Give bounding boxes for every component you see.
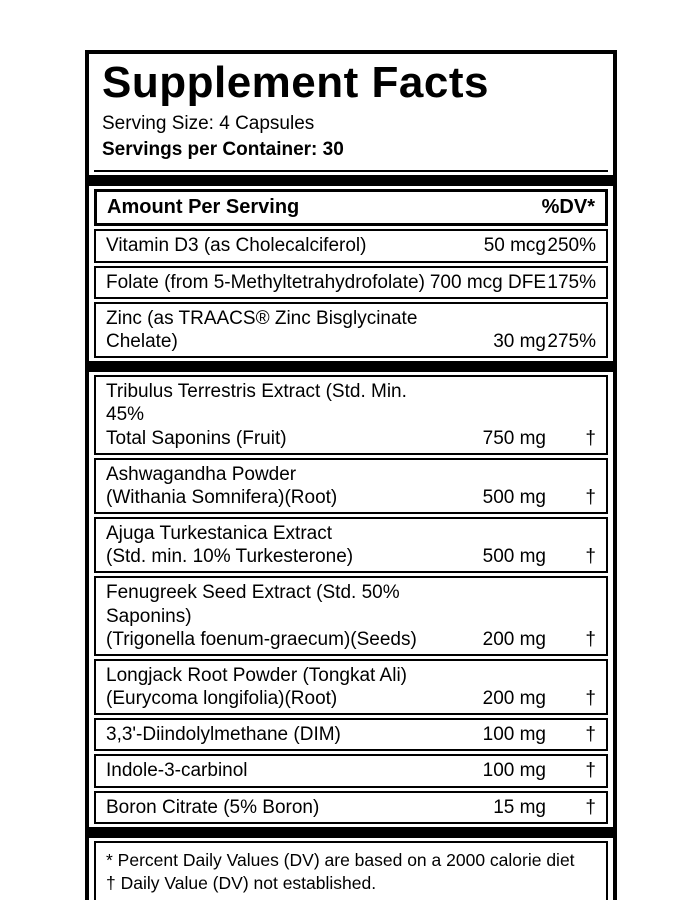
ingredient-name: Folate (from 5-Methyltetrahydrofolate)	[106, 271, 425, 293]
section-divider-bar	[89, 361, 613, 373]
ingredient-name: Tribulus Terrestris Extract (Std. Min. 4…	[106, 381, 407, 449]
footnote-box: * Percent Daily Values (DV) are based on…	[94, 840, 608, 900]
amount-value: 100 mg	[482, 724, 546, 746]
amount-value: 30 mg	[493, 330, 546, 352]
ingredient-row-longjack: Longjack Root Powder (Tongkat Ali) (Eury…	[94, 658, 608, 716]
amount-value: 50 mcg	[483, 235, 546, 257]
ingredient-row-dim: 3,3'-Diindolylmethane (DIM) 100 mg †	[94, 718, 608, 752]
amount-value: 750 mg	[482, 427, 546, 449]
amount-value: 200 mg	[482, 628, 546, 650]
ingredient-name: 3,3'-Diindolylmethane (DIM)	[106, 724, 341, 746]
column-header-row: Amount Per Serving %DV*	[94, 189, 608, 227]
ingredient-name: Ajuga Turkestanica Extract (Std. min. 10…	[106, 523, 354, 568]
dv-column-header: %DV*	[541, 196, 595, 219]
amount-value: 700 mcg DFE	[429, 271, 546, 293]
label-header-section: Supplement Facts Serving Size: 4 Capsule…	[94, 58, 608, 173]
dv-value: †	[585, 796, 596, 818]
ingredient-row-ajuga: Ajuga Turkestanica Extract (Std. min. 10…	[94, 517, 608, 574]
dv-value: †	[585, 688, 596, 710]
amount-value: 100 mg	[482, 760, 546, 782]
dv-value: †	[585, 760, 596, 782]
amount-value: 15 mg	[493, 796, 546, 818]
amount-value: 500 mg	[482, 546, 546, 568]
ingredient-row-tribulus: Tribulus Terrestris Extract (Std. Min. 4…	[94, 375, 608, 455]
dv-value: 250%	[547, 235, 596, 257]
amount-per-serving-header: Amount Per Serving	[107, 196, 300, 219]
ingredient-row-boron: Boron Citrate (5% Boron) 15 mg †	[94, 790, 608, 824]
ingredient-row-folate: Folate (from 5-Methyltetrahydrofolate) 7…	[94, 265, 608, 299]
amount-value: 200 mg	[482, 688, 546, 710]
panel-title: Supplement Facts	[102, 58, 489, 107]
serving-size-text: Serving Size: 4 Capsules	[102, 113, 315, 135]
dv-value: †	[585, 427, 596, 449]
ingredient-name: Vitamin D3 (as Cholecalciferol)	[106, 235, 367, 257]
dv-value: †	[585, 486, 596, 508]
ingredient-row-vitamin-d3: Vitamin D3 (as Cholecalciferol) 50 mcg 2…	[94, 229, 608, 263]
ingredient-name: Zinc (as TRAACS® Zinc Bisglycinate Chela…	[106, 307, 418, 352]
ingredient-row-zinc: Zinc (as TRAACS® Zinc Bisglycinate Chela…	[94, 301, 608, 359]
dv-value: †	[585, 546, 596, 568]
ingredient-row-ashwagandha: Ashwagandha Powder (Withania Somnifera)(…	[94, 457, 608, 515]
supplement-label: Supplement Facts Serving Size: 4 Capsule…	[85, 50, 617, 900]
footnote-daily-values: * Percent Daily Values (DV) are based on…	[106, 849, 575, 870]
amount-value: 500 mg	[482, 486, 546, 508]
ingredient-name: Longjack Root Powder (Tongkat Ali) (Eury…	[106, 664, 407, 710]
section-divider-bar	[89, 826, 613, 838]
dv-value: 275%	[547, 330, 596, 352]
supplement-facts-panel: Supplement Facts Serving Size: 4 Capsule…	[85, 50, 617, 900]
dv-value: †	[585, 628, 596, 650]
ingredient-row-indole: Indole-3-carbinol 100 mg †	[94, 754, 608, 788]
ingredient-row-fenugreek: Fenugreek Seed Extract (Std. 50% Saponin…	[94, 576, 608, 656]
ingredient-name: Ashwagandha Powder (Withania Somnifera)(…	[106, 463, 338, 508]
section-divider-bar	[89, 175, 613, 187]
servings-per-container-text: Servings per Container: 30	[102, 138, 344, 160]
ingredient-name: Fenugreek Seed Extract (Std. 50% Saponin…	[106, 582, 417, 650]
ingredient-name: Boron Citrate (5% Boron)	[106, 796, 320, 818]
dv-value: 175%	[547, 271, 596, 293]
dv-value: †	[585, 724, 596, 746]
ingredient-name: Indole-3-carbinol	[106, 760, 248, 782]
footnote-dv-not-established: † Daily Value (DV) not established.	[106, 872, 377, 893]
